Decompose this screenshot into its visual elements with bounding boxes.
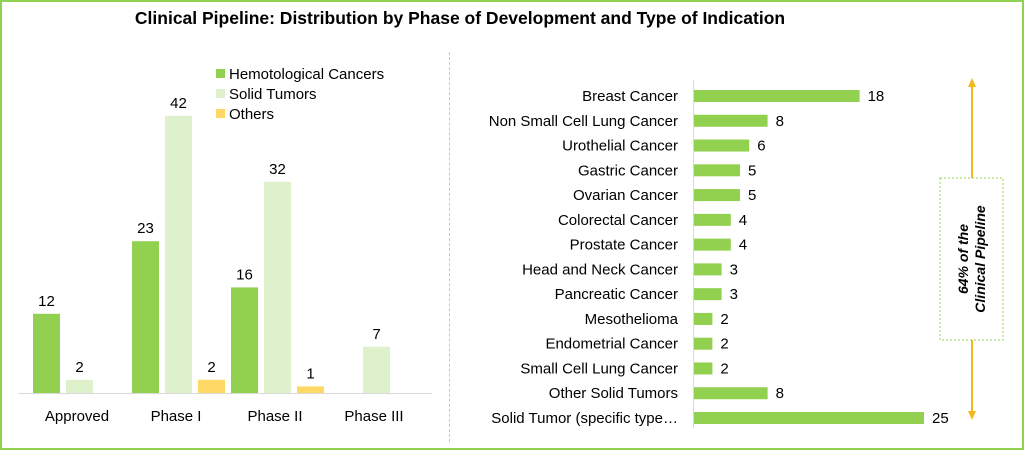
data-label-head-and-neck-cancer: 3 <box>730 261 738 278</box>
bar-other-solid-tumors <box>694 387 768 400</box>
phase-bar-chart: 12 2 Approved 23 42 2 Phase I 16 32 1 Phase II 7 Pha… <box>18 66 432 425</box>
data-label-non-small-cell-lung-cancer: 8 <box>776 113 784 130</box>
bar-colorectal-cancer <box>694 213 731 226</box>
data-label-solid-tumors-phase-ii: 32 <box>269 161 286 178</box>
bar-solid-tumor-specific-type <box>694 412 924 425</box>
chart-title: Clinical Pipeline: Distribution by Phase… <box>134 8 786 28</box>
data-label-others-phase-i: 2 <box>207 359 215 376</box>
panel-divider <box>449 52 450 442</box>
y-tick-label-breast-cancer: Breast Cancer <box>582 88 678 105</box>
data-label-hemotological-cancers-phase-i: 23 <box>137 220 154 237</box>
bar-others-phase-i <box>198 379 225 393</box>
bar-solid-tumors-phase-i <box>165 115 192 394</box>
x-tick-label-phase-ii: Phase II <box>247 408 302 425</box>
data-label-colorectal-cancer: 4 <box>739 212 747 229</box>
bar-pancreatic-cancer <box>694 288 722 301</box>
data-label-other-solid-tumors: 8 <box>776 385 784 402</box>
indication-bar-chart: Breast Cancer 18 Non Small Cell Lung Cance… <box>489 78 1004 428</box>
y-tick-label-urothelial-cancer: Urothelial Cancer <box>562 138 678 155</box>
y-tick-label-non-small-cell-lung-cancer: Non Small Cell Lung Cancer <box>489 113 678 130</box>
y-tick-label-solid-tumor-specific-type: Solid Tumor (specific type… <box>491 410 678 427</box>
bar-solid-tumors-phase-iii <box>363 346 390 393</box>
y-tick-label-colorectal-cancer: Colorectal Cancer <box>558 212 678 229</box>
y-tick-label-prostate-cancer: Prostate Cancer <box>570 237 678 254</box>
data-label-breast-cancer: 18 <box>868 88 885 105</box>
y-tick-label-gastric-cancer: Gastric Cancer <box>578 162 678 179</box>
bar-ovarian-cancer <box>694 189 740 202</box>
bar-head-and-neck-cancer <box>694 263 722 276</box>
x-tick-label-phase-iii: Phase III <box>344 408 403 425</box>
data-label-solid-tumors-approved: 2 <box>75 359 83 376</box>
data-label-gastric-cancer: 5 <box>748 162 756 179</box>
bar-solid-tumors-phase-ii <box>264 181 291 393</box>
data-label-solid-tumor-specific-type: 25 <box>932 410 949 427</box>
y-tick-label-head-and-neck-cancer: Head and Neck Cancer <box>522 261 678 278</box>
y-tick-label-small-cell-lung-cancer: Small Cell Lung Cancer <box>520 360 678 377</box>
data-label-mesothelioma: 2 <box>720 311 728 328</box>
bar-hemotological-cancers-approved <box>33 313 60 393</box>
legend-label-hemotological-cancers: Hemotological Cancers <box>229 66 384 83</box>
legend-label-solid-tumors: Solid Tumors <box>229 86 317 103</box>
bar-small-cell-lung-cancer <box>694 362 713 375</box>
data-label-hemotological-cancers-approved: 12 <box>38 293 55 310</box>
data-label-small-cell-lung-cancer: 2 <box>720 360 728 377</box>
y-tick-label-endometrial-cancer: Endometrial Cancer <box>545 336 678 353</box>
annotation-callout-box <box>939 177 1004 341</box>
arrow-head-up-icon <box>968 78 976 87</box>
data-label-solid-tumors-phase-iii: 7 <box>372 326 380 343</box>
data-label-endometrial-cancer: 2 <box>720 336 728 353</box>
bar-prostate-cancer <box>694 238 731 251</box>
y-tick-label-pancreatic-cancer: Pancreatic Cancer <box>555 286 678 303</box>
legend-label-others: Others <box>229 106 274 123</box>
bar-urothelial-cancer <box>694 139 750 152</box>
data-label-prostate-cancer: 4 <box>739 237 747 254</box>
legend-swatch-solid-tumors <box>216 89 225 98</box>
y-tick-label-ovarian-cancer: Ovarian Cancer <box>573 187 678 204</box>
x-tick-label-approved: Approved <box>45 408 109 425</box>
bar-non-small-cell-lung-cancer <box>694 114 768 127</box>
data-label-ovarian-cancer: 5 <box>748 187 756 204</box>
data-label-pancreatic-cancer: 3 <box>730 286 738 303</box>
data-label-others-phase-ii: 1 <box>306 365 314 382</box>
annotation-text: 64% of theClinical Pipeline <box>955 205 988 313</box>
arrow-head-down-icon <box>968 411 976 420</box>
data-label-hemotological-cancers-phase-ii: 16 <box>236 266 253 283</box>
bar-hemotological-cancers-phase-i <box>132 241 159 393</box>
bar-others-phase-ii <box>297 386 324 393</box>
bar-gastric-cancer <box>694 164 740 177</box>
data-label-urothelial-cancer: 6 <box>757 138 765 155</box>
legend-swatch-others <box>216 109 225 118</box>
y-tick-label-other-solid-tumors: Other Solid Tumors <box>549 385 678 402</box>
x-tick-label-phase-i: Phase I <box>151 408 202 425</box>
bar-breast-cancer <box>694 90 860 102</box>
y-tick-label-mesothelioma: Mesothelioma <box>585 311 679 328</box>
bar-endometrial-cancer <box>694 337 713 350</box>
bar-hemotological-cancers-phase-ii <box>231 287 258 393</box>
bar-solid-tumors-approved <box>66 379 93 393</box>
data-label-solid-tumors-phase-i: 42 <box>170 95 187 112</box>
bar-mesothelioma <box>694 312 713 325</box>
legend-swatch-hemotological-cancers <box>216 69 225 78</box>
